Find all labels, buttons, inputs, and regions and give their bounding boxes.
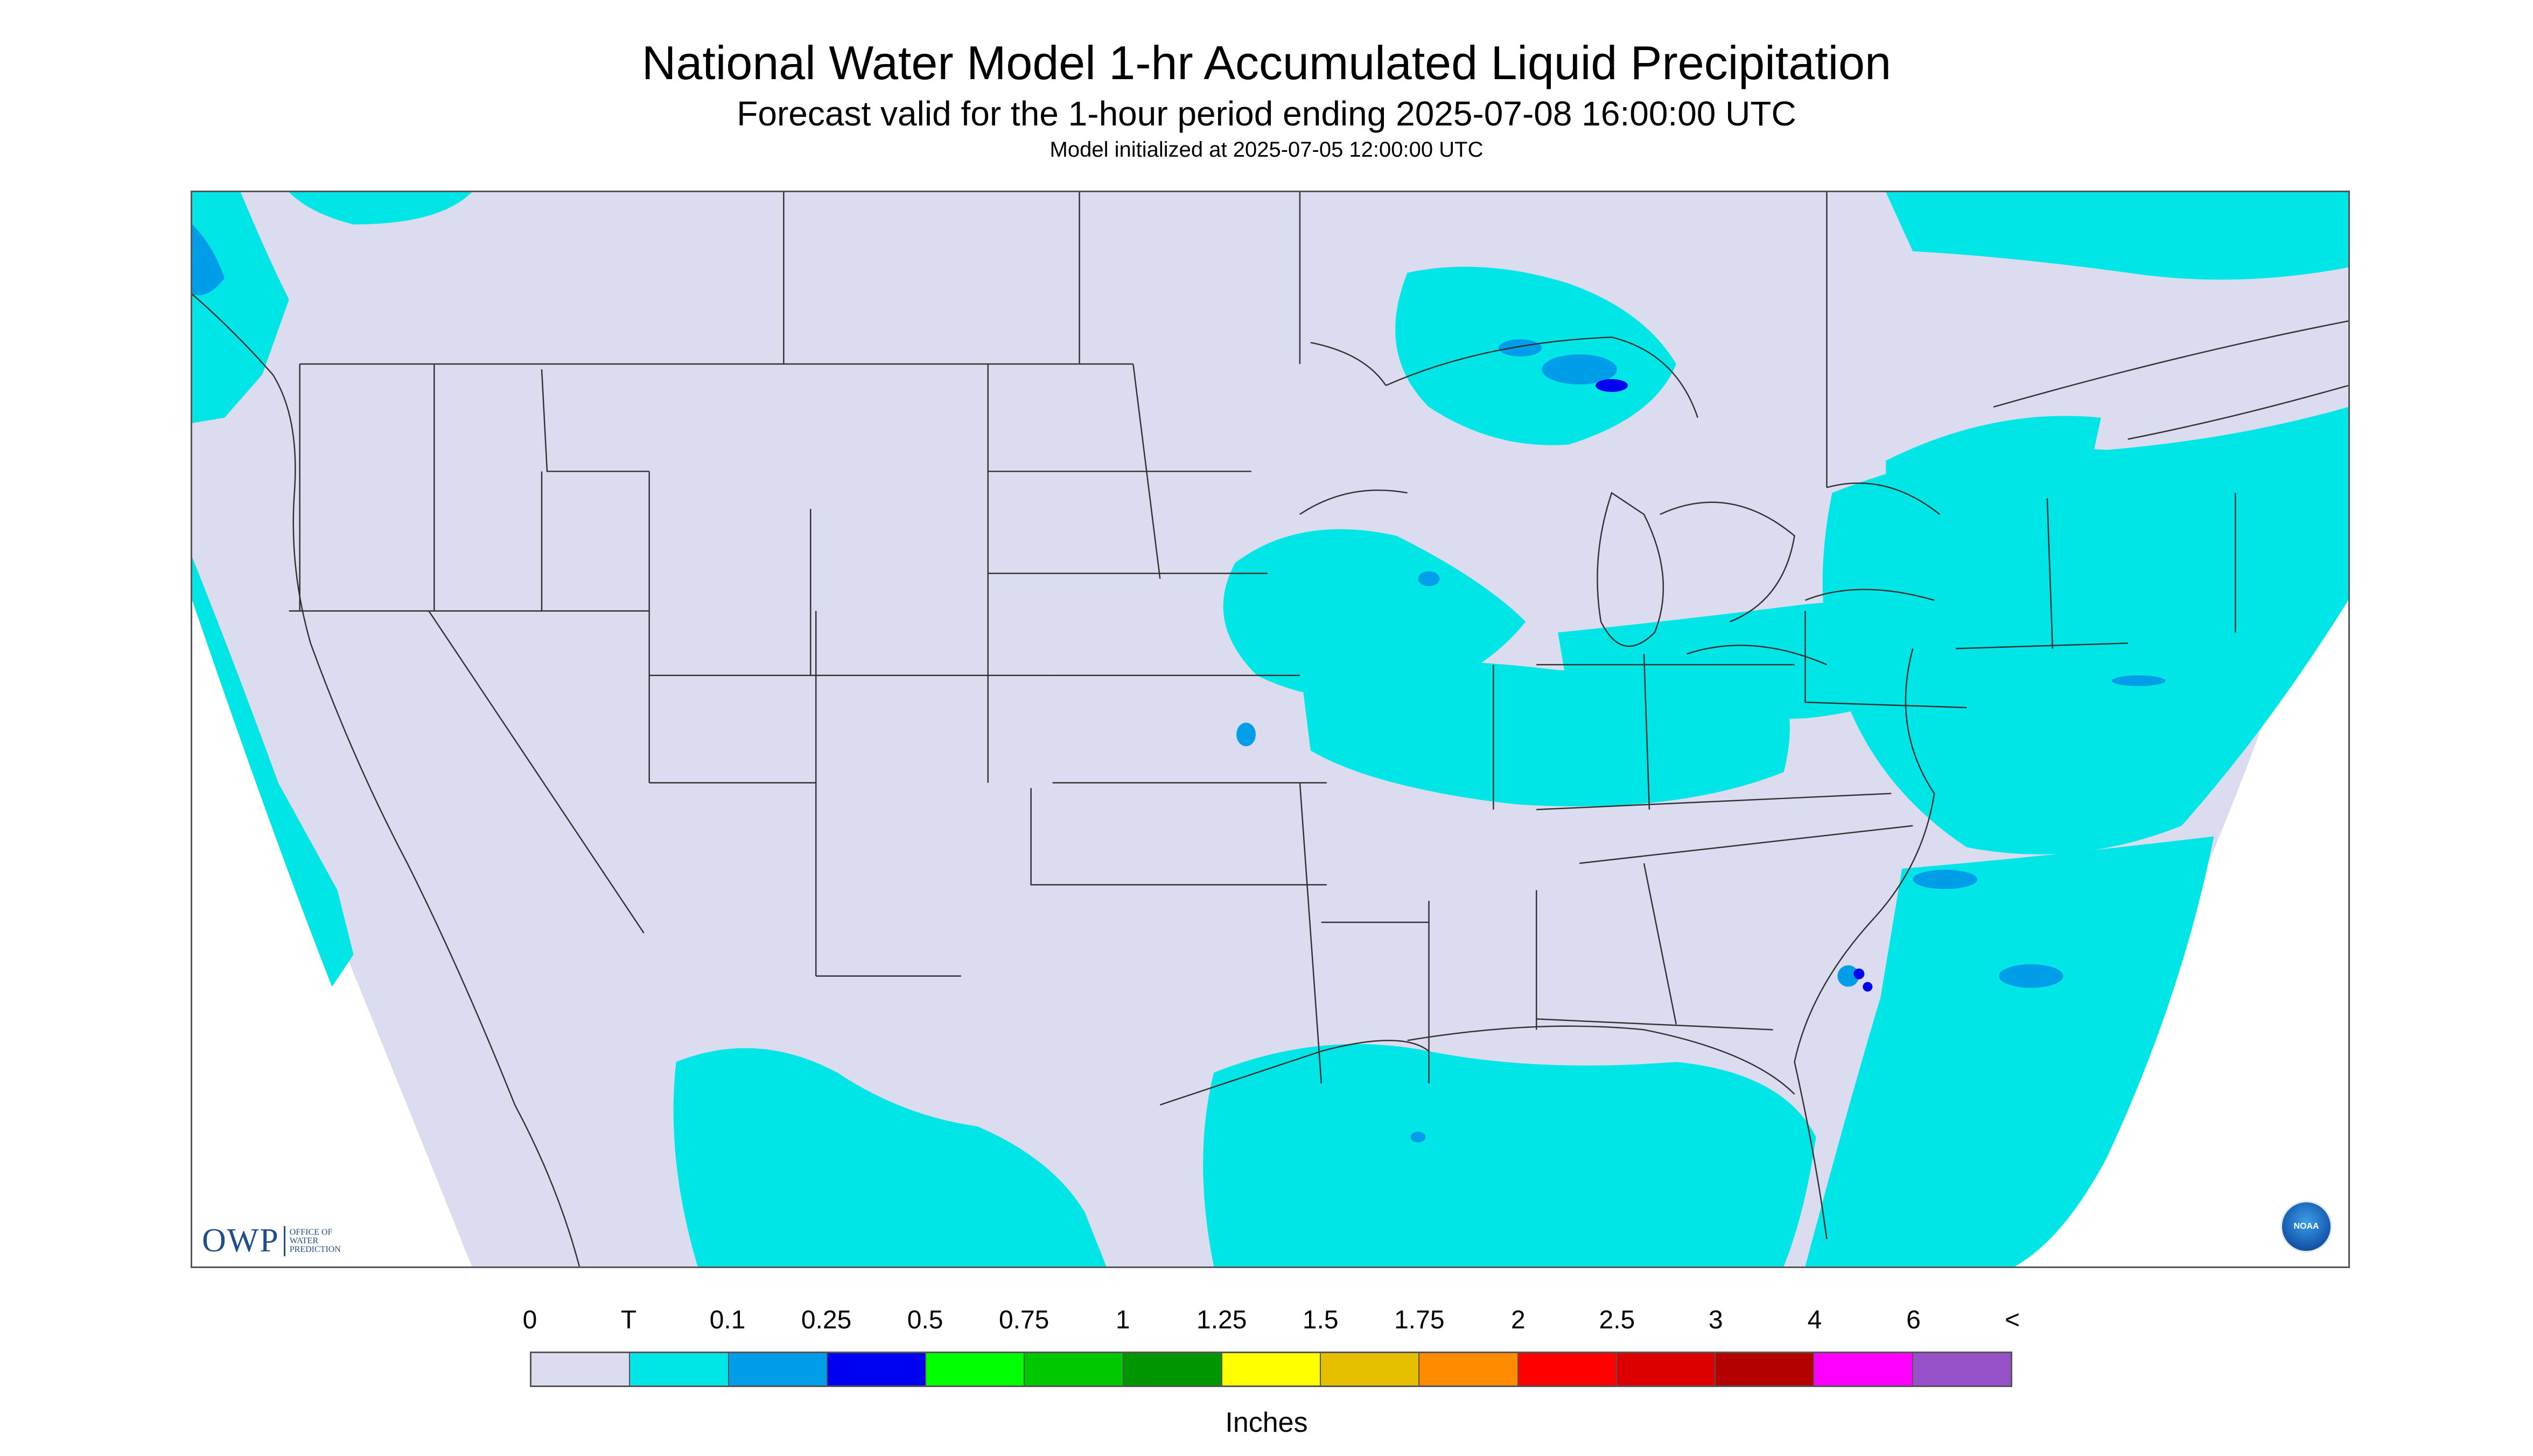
precip-heavy-areas xyxy=(1596,379,1873,992)
political-borders xyxy=(289,192,2348,1084)
legend-swatch xyxy=(1222,1353,1321,1385)
noaa-logo-text: NOAA xyxy=(2293,1222,2319,1231)
coastlines xyxy=(192,293,2348,1266)
legend-swatch xyxy=(1419,1353,1519,1385)
model-init-line: Model initialized at 2025-07-05 12:00:00… xyxy=(1049,138,1484,162)
precipitation-map: OWP OFFICE OF WATER PREDICTION NOAA xyxy=(191,191,2350,1268)
legend-tick-label: 0.5 xyxy=(907,1306,943,1334)
legend-swatch xyxy=(1518,1353,1617,1385)
legend-tick-label: 0.25 xyxy=(801,1306,852,1334)
owp-logo-mark: OWP xyxy=(202,1222,279,1259)
legend-swatch xyxy=(630,1353,729,1385)
land-area xyxy=(192,192,2348,1266)
precip-light-areas xyxy=(192,192,2348,1266)
legend-tick-label: 1.25 xyxy=(1196,1306,1247,1334)
legend-swatch xyxy=(1617,1353,1716,1385)
owp-logo-divider xyxy=(283,1226,285,1256)
legend-tick-label: 1.75 xyxy=(1394,1306,1445,1334)
map-canvas xyxy=(192,192,2348,1266)
legend-swatch xyxy=(1814,1353,1913,1385)
legend-tick-label: 0.1 xyxy=(709,1306,746,1334)
legend-tick-label: 2 xyxy=(1510,1306,1526,1334)
legend-tick-label: < xyxy=(2004,1306,2020,1334)
legend-swatch xyxy=(1321,1353,1420,1385)
map-subtitle: Forecast valid for the 1-hour period end… xyxy=(737,94,1796,133)
color-scale-legend xyxy=(530,1352,2012,1387)
legend-tick-label: 6 xyxy=(1906,1306,1921,1334)
legend-swatch xyxy=(729,1353,828,1385)
legend-tick-label: 1 xyxy=(1115,1306,1130,1334)
legend-tick-label: 0 xyxy=(522,1306,537,1334)
precip-medium-areas xyxy=(192,224,2166,1143)
legend-swatch xyxy=(1716,1353,1815,1385)
legend-tick-label: 1.5 xyxy=(1302,1306,1339,1334)
legend-tick-label: 3 xyxy=(1709,1306,1723,1334)
legend-swatch xyxy=(1123,1353,1222,1385)
legend-tick-label: T xyxy=(620,1306,637,1334)
legend-tick-labels: 0 T 0.1 0.25 0.5 0.75 1 1.25 1.5 1.75 2 2.5 3 4 6 < xyxy=(523,1305,2020,1338)
legend-swatch xyxy=(827,1353,927,1385)
legend-swatch xyxy=(1025,1353,1124,1385)
noaa-logo: NOAA xyxy=(2280,1201,2332,1252)
legend-swatch xyxy=(531,1353,631,1385)
legend-swatch xyxy=(926,1353,1025,1385)
owp-logo-text: OFFICE OF WATER PREDICTION xyxy=(289,1227,341,1254)
legend-tick-label: 4 xyxy=(1807,1306,1822,1334)
map-title: National Water Model 1-hr Accumulated Li… xyxy=(641,36,1892,89)
legend-swatch xyxy=(1913,1353,2011,1385)
owp-logo: OWP OFFICE OF WATER PREDICTION xyxy=(202,1222,349,1260)
legend-tick-label: 2.5 xyxy=(1599,1306,1635,1334)
legend-unit-label: Inches xyxy=(1225,1407,1308,1438)
legend-tick-label: 0.75 xyxy=(998,1306,1049,1334)
